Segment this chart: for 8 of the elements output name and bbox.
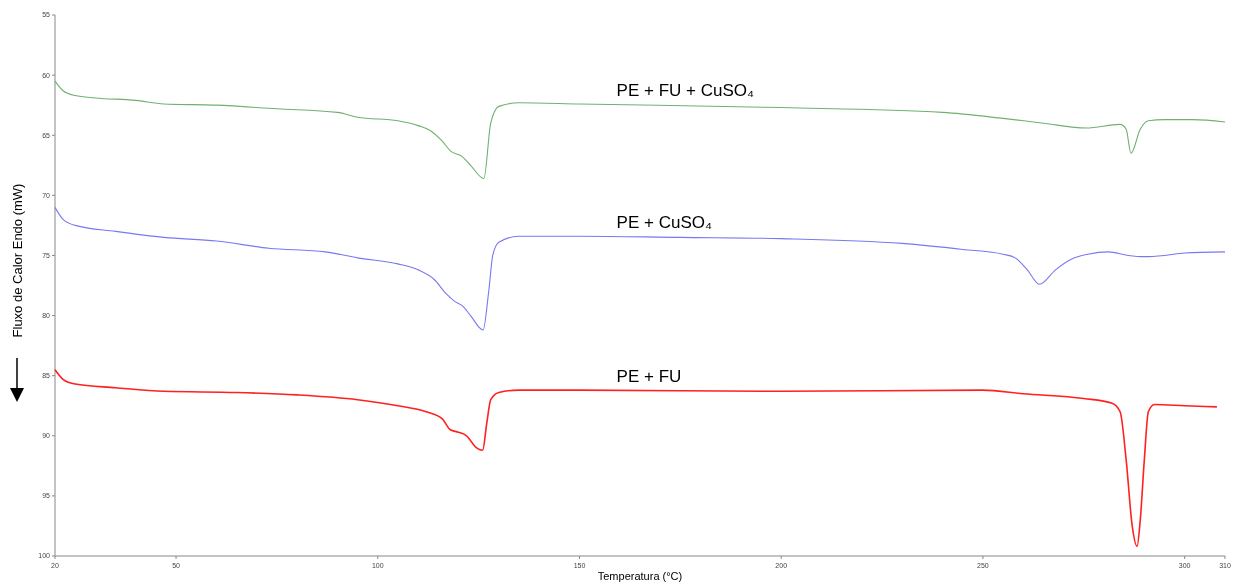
line-series — [54, 206, 1226, 331]
x-axis-title: Temperatura (°C) — [597, 570, 683, 582]
y-axis-title: Fluxo de Calor Endo (mW) — [10, 183, 25, 338]
series-label: PE + FU — [616, 367, 682, 387]
line-series — [54, 368, 1218, 548]
series-label: PE + FU + CuSO₄ — [616, 80, 754, 100]
series-label: PE + CuSO₄ — [616, 213, 712, 233]
line-series — [54, 80, 1226, 180]
